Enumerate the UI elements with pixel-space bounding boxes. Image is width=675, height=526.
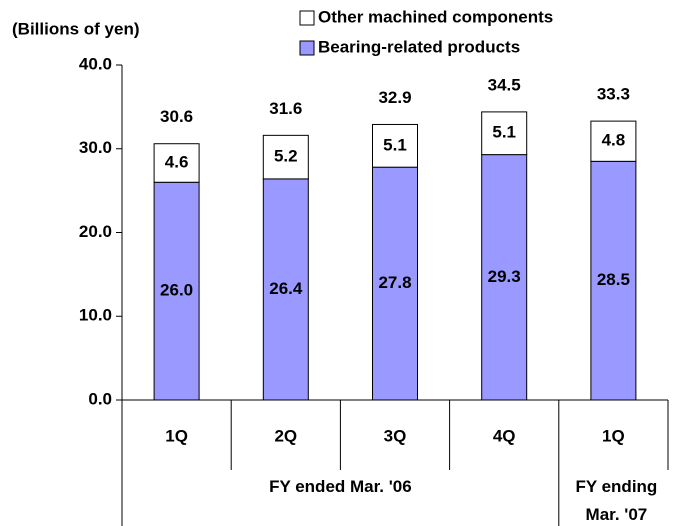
total-label: 30.6 bbox=[160, 107, 193, 126]
data-label: 27.8 bbox=[378, 273, 411, 292]
group-label: FY ending Mar. '07 bbox=[575, 477, 658, 524]
legend-label: Bearing-related products bbox=[318, 37, 520, 56]
bar-segment bbox=[481, 154, 528, 401]
total-label: 32.9 bbox=[378, 88, 411, 107]
y-tick-label: 40.0 bbox=[79, 54, 112, 73]
bar-segment bbox=[481, 111, 528, 156]
legend-swatch bbox=[299, 40, 315, 56]
y-axis-label: (Billions of yen) bbox=[12, 19, 140, 38]
y-tick-label: 20.0 bbox=[79, 222, 112, 241]
bar-segment bbox=[590, 120, 637, 162]
bar-segment bbox=[153, 181, 200, 401]
bar-segment bbox=[372, 123, 418, 168]
data-label: 4.8 bbox=[602, 131, 626, 150]
x-tick-label: 1Q bbox=[165, 426, 188, 445]
total-label: 31.6 bbox=[269, 99, 302, 118]
data-label: 5.1 bbox=[383, 135, 407, 154]
total-label: 34.5 bbox=[488, 75, 521, 94]
x-tick-label: 1Q bbox=[602, 426, 625, 445]
data-label: 29.3 bbox=[488, 267, 521, 286]
total-label: 33.3 bbox=[597, 85, 630, 104]
group-label: FY ended Mar. '06 bbox=[269, 477, 412, 496]
bar-segment bbox=[153, 143, 200, 183]
bar-segment bbox=[372, 166, 418, 401]
legend-swatch bbox=[299, 10, 315, 26]
x-tick-label: 4Q bbox=[493, 426, 516, 445]
y-tick-label: 0.0 bbox=[88, 389, 112, 408]
data-label: 28.5 bbox=[597, 270, 630, 289]
data-label: 26.4 bbox=[269, 279, 303, 298]
legend-label: Other machined components bbox=[318, 7, 553, 26]
y-tick-label: 10.0 bbox=[79, 306, 112, 325]
bar-segment bbox=[262, 134, 309, 180]
data-label: 4.6 bbox=[165, 152, 189, 171]
data-label: 5.2 bbox=[274, 147, 298, 166]
x-tick-label: 2Q bbox=[274, 426, 297, 445]
x-tick-label: 3Q bbox=[384, 426, 407, 445]
data-label: 5.1 bbox=[492, 123, 516, 142]
data-label: 26.0 bbox=[160, 281, 193, 300]
y-tick-label: 30.0 bbox=[79, 138, 112, 157]
